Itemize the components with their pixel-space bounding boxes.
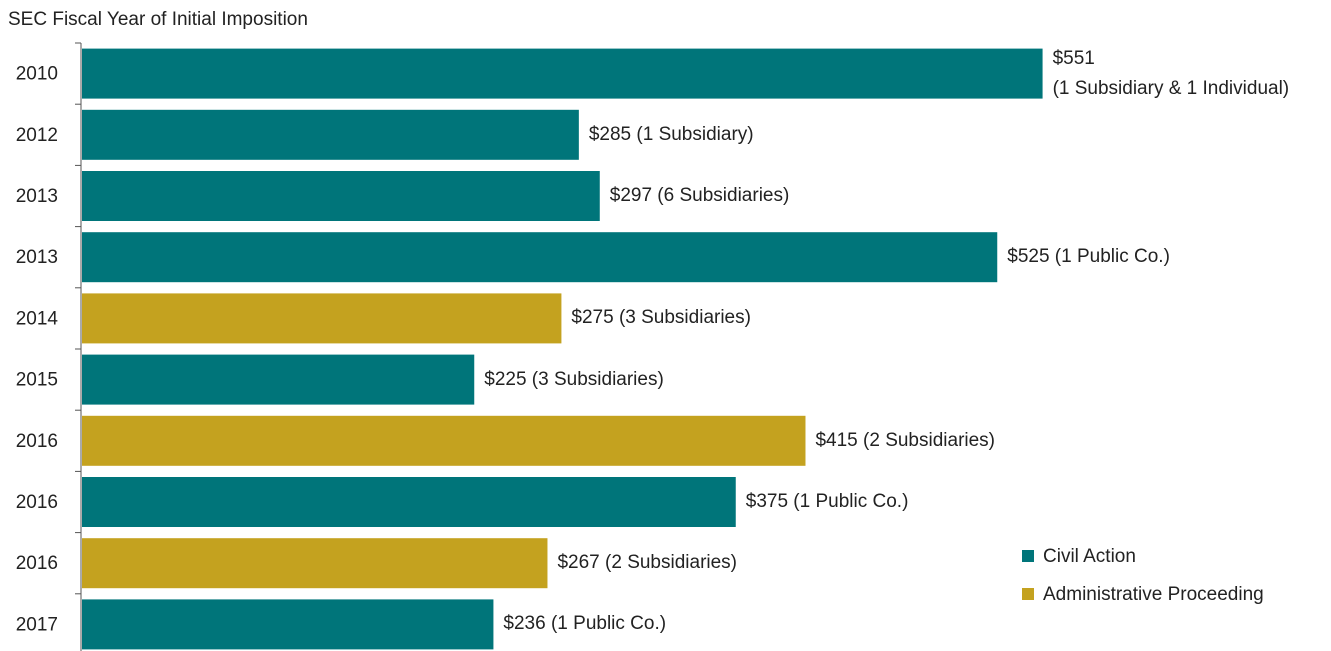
value-label: $415 (2 Subsidiaries) [815,429,996,451]
legend-label: Civil Action [1043,546,1136,567]
y-tick-label: 2017 [16,614,58,635]
bar [82,293,562,344]
bar [82,477,736,527]
y-tick-label: 2010 [16,64,58,85]
value-label: $375 (1 Public Co.) [745,491,909,512]
bar [82,171,600,221]
value-label: $267 (2 Subsidiaries) [557,552,738,574]
value-label: $236 (1 Public Co.) [503,613,667,635]
bar [82,109,579,160]
value-label: $275 (3 Subsidiaries) [571,307,751,329]
value-label: $551 (1 Subsidiary & 1 Individual) [1052,47,1290,99]
value-label: $297 (6 Subsidiaries) [609,185,790,206]
y-tick-label: 2013 [16,186,58,207]
axis-title: SEC Fiscal Year of Initial Imposition [8,9,308,30]
bar [82,415,806,466]
bar [82,599,494,650]
y-tick-label: 2012 [16,125,58,146]
value-label: $285 (1 Subsidiary) [588,123,754,145]
legend-swatch [1022,550,1034,562]
legend-swatch [1022,588,1034,600]
value-label: $525 (1 Public Co.) [1007,246,1170,268]
bar [82,232,998,283]
y-tick-label: 2016 [16,553,58,574]
bar [82,354,475,405]
y-tick-label: 2016 [16,492,58,513]
value-label: $225 (3 Subsidiaries) [484,368,664,390]
bar [82,48,1043,99]
bar [82,538,548,589]
y-tick-label: 2013 [16,247,58,268]
y-tick-label: 2014 [16,308,59,329]
y-tick-label: 2016 [16,431,58,452]
y-tick-label: 2015 [16,370,58,391]
legend-label: Administrative Proceeding [1043,584,1264,605]
